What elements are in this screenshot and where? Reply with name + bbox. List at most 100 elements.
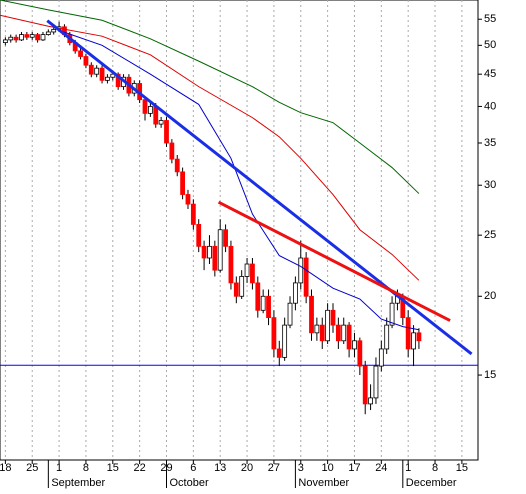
x-tick-label: 8 — [83, 462, 89, 474]
candle-body — [276, 348, 282, 358]
candle-body — [196, 224, 202, 247]
overlay-line — [58, 29, 420, 331]
x-tick-label: 24 — [375, 462, 387, 474]
candle-body — [94, 67, 100, 75]
x-tick-label: 20 — [241, 462, 253, 474]
candle-body — [389, 302, 395, 326]
candle-body — [110, 73, 116, 78]
grid — [4, 0, 463, 460]
candle-body — [233, 282, 239, 297]
candle-body — [164, 120, 169, 144]
candle-body — [411, 332, 416, 350]
y-tick-label: 30 — [484, 179, 496, 191]
y-tick-label: 20 — [484, 290, 496, 302]
candle-body — [244, 263, 250, 277]
candle-body — [239, 276, 245, 297]
candle-body — [341, 324, 347, 342]
candle-body — [201, 245, 207, 259]
candle-body — [19, 34, 24, 41]
candle-body — [29, 34, 35, 38]
candle-body — [185, 194, 191, 205]
candle-body — [378, 348, 384, 367]
candle-body — [303, 257, 309, 297]
candle-body — [292, 282, 298, 304]
candle-body — [217, 229, 223, 271]
overlay-line — [217, 200, 451, 322]
x-tick-label: 15 — [456, 462, 468, 474]
x-tick-label: 3 — [298, 462, 304, 474]
month-label: November — [298, 477, 349, 489]
candle-body — [88, 64, 94, 75]
x-tick-label: 15 — [107, 462, 119, 474]
candle-body — [142, 99, 148, 114]
x-tick-label: 17 — [348, 462, 360, 474]
x-tick-label: 1 — [56, 462, 62, 474]
candle-body — [405, 317, 411, 350]
candle-body — [45, 31, 51, 35]
candle-body — [24, 34, 30, 38]
candle-body — [282, 324, 288, 358]
y-tick-label: 55 — [484, 13, 496, 25]
candle-body — [287, 302, 293, 326]
candle-body — [115, 73, 121, 88]
candle-body — [8, 36, 14, 41]
overlay-line — [0, 14, 420, 281]
x-tick-label: 22 — [134, 462, 146, 474]
candle-body — [335, 324, 341, 342]
candle-body — [158, 120, 164, 125]
candle-body — [212, 245, 218, 271]
x-tick-label: 1 — [405, 462, 411, 474]
candle-body — [2, 39, 8, 44]
candle-body — [250, 263, 255, 284]
x-tick-label: 6 — [190, 462, 196, 474]
month-label: December — [406, 477, 457, 489]
plot — [0, 0, 478, 415]
y-tick-label: 15 — [484, 369, 496, 381]
plot-area — [0, 0, 479, 461]
candle-body — [298, 257, 304, 284]
candle-body — [13, 36, 19, 41]
y-tick-label: 45 — [484, 68, 496, 80]
y-tick-label: 40 — [484, 100, 496, 112]
x-tick-label: 10 — [321, 462, 333, 474]
x-tick-label: 25 — [26, 462, 38, 474]
candle-body — [271, 317, 277, 350]
x-tick-label: 8 — [432, 462, 438, 474]
candle-body — [223, 229, 228, 247]
overlay-line — [0, 0, 420, 194]
x-tick-label: 13 — [214, 462, 226, 474]
candle-body — [83, 56, 89, 66]
candle-body — [78, 50, 83, 57]
candle-body — [105, 76, 110, 81]
y-tick-label: 25 — [484, 229, 496, 241]
candle-body — [362, 365, 368, 405]
candle-body — [314, 324, 320, 334]
x-tick-label: 18 — [0, 462, 11, 474]
candle-body — [325, 309, 331, 342]
y-tick-label: 35 — [484, 137, 496, 149]
candle-body — [147, 106, 153, 114]
candle-body — [228, 245, 234, 284]
candle-body — [357, 340, 363, 367]
candle-body — [190, 203, 196, 225]
candle-body — [255, 282, 261, 311]
candle-body — [169, 142, 175, 160]
candle-body — [153, 106, 159, 125]
y-tick-label: 50 — [484, 39, 496, 51]
candle-body — [309, 295, 314, 334]
x-tick-label: 27 — [268, 462, 280, 474]
candle-body — [373, 365, 379, 399]
candle-body — [330, 309, 336, 326]
candle-body — [35, 34, 40, 41]
candle-body — [207, 245, 212, 259]
month-label: September — [51, 477, 105, 489]
candle-body — [174, 158, 180, 173]
candle-body — [368, 397, 373, 405]
candle-body — [51, 28, 57, 33]
month-label: October — [169, 477, 208, 489]
candle-body — [346, 324, 352, 350]
candle-body — [319, 324, 325, 342]
candle-body — [416, 332, 422, 342]
